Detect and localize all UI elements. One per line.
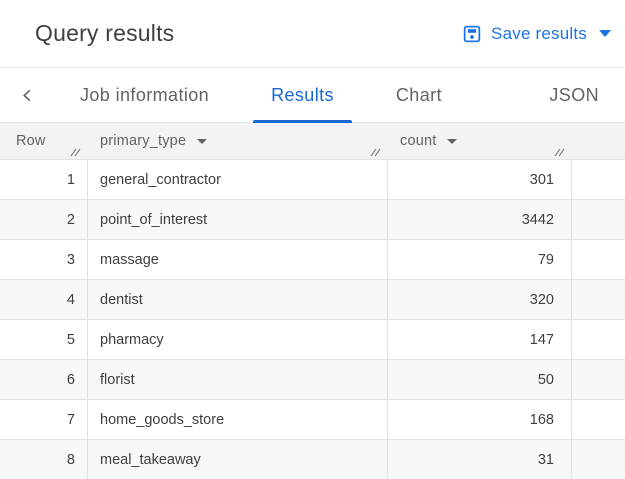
row-number-cell: 6 [0,360,88,399]
primary-type-cell: dentist [88,280,388,319]
results-tabbar: Job information Results Chart JSON [0,68,625,123]
filler-cell [572,400,625,439]
primary-type-cell: home_goods_store [88,400,388,439]
save-results-label: Save results [491,23,587,43]
tab-json[interactable]: JSON [531,68,617,122]
save-icon [462,24,482,44]
tab-label: Chart [395,84,442,105]
column-menu-caret-icon[interactable] [197,138,208,144]
table-row: 4 dentist 320 [0,280,625,320]
filler-cell [572,160,625,199]
column-resize-handle-icon[interactable] [69,145,81,157]
column-header-count: count [388,123,572,159]
primary-type-cell: point_of_interest [88,200,388,239]
column-header-filler [572,123,625,159]
count-cell: 79 [388,240,572,279]
tab-label: Results [271,84,334,105]
filler-cell [572,240,625,279]
column-menu-caret-icon[interactable] [447,138,458,144]
column-header-row: Row [0,123,88,159]
tab-results[interactable]: Results [253,68,352,123]
save-results-button[interactable]: Save results [462,24,611,44]
count-cell: 31 [388,440,572,479]
primary-type-cell: meal_takeaway [88,440,388,479]
count-cell: 320 [388,280,572,319]
query-results-header: Query results Save results [0,0,625,68]
row-number-cell: 4 [0,280,88,319]
count-cell: 50 [388,360,572,399]
count-cell: 168 [388,400,572,439]
count-cell: 3442 [388,200,572,239]
column-resize-handle-icon[interactable] [369,145,381,157]
table-row: 5 pharmacy 147 [0,320,625,360]
column-label: Row [16,133,46,149]
count-cell: 147 [388,320,572,359]
row-number-cell: 5 [0,320,88,359]
row-number-cell: 1 [0,160,88,199]
row-number-cell: 2 [0,200,88,239]
row-number-cell: 7 [0,400,88,439]
page-title: Query results [35,20,175,46]
column-resize-handle-icon[interactable] [553,145,565,157]
primary-type-cell: florist [88,360,388,399]
filler-cell [572,440,625,479]
tab-label: JSON [549,84,599,105]
save-results-caret-icon [599,30,611,37]
column-label: primary_type [100,133,187,149]
table-body: 1 general_contractor 301 2 point_of_inte… [0,160,625,479]
results-table: Row primary_type count [0,123,625,479]
table-header-row: Row primary_type count [0,123,625,160]
table-row: 6 florist 50 [0,360,625,400]
filler-cell [572,280,625,319]
row-number-cell: 3 [0,240,88,279]
table-row: 7 home_goods_store 168 [0,400,625,440]
row-number-cell: 8 [0,440,88,479]
table-row: 3 massage 79 [0,240,625,280]
column-label: count [400,133,437,149]
primary-type-cell: general_contractor [88,160,388,199]
tab-job-information[interactable]: Job information [62,68,227,122]
column-header-primary-type: primary_type [88,123,388,159]
tab-label: Job information [80,84,210,105]
filler-cell [572,320,625,359]
table-row: 8 meal_takeaway 31 [0,440,625,479]
table-row: 2 point_of_interest 3442 [0,200,625,240]
back-chevron-icon[interactable] [12,68,42,122]
filler-cell [572,200,625,239]
active-tab-underline [253,120,352,123]
primary-type-cell: massage [88,240,388,279]
tab-chart[interactable]: Chart [378,68,460,122]
filler-cell [572,360,625,399]
count-cell: 301 [388,160,572,199]
primary-type-cell: pharmacy [88,320,388,359]
table-row: 1 general_contractor 301 [0,160,625,200]
